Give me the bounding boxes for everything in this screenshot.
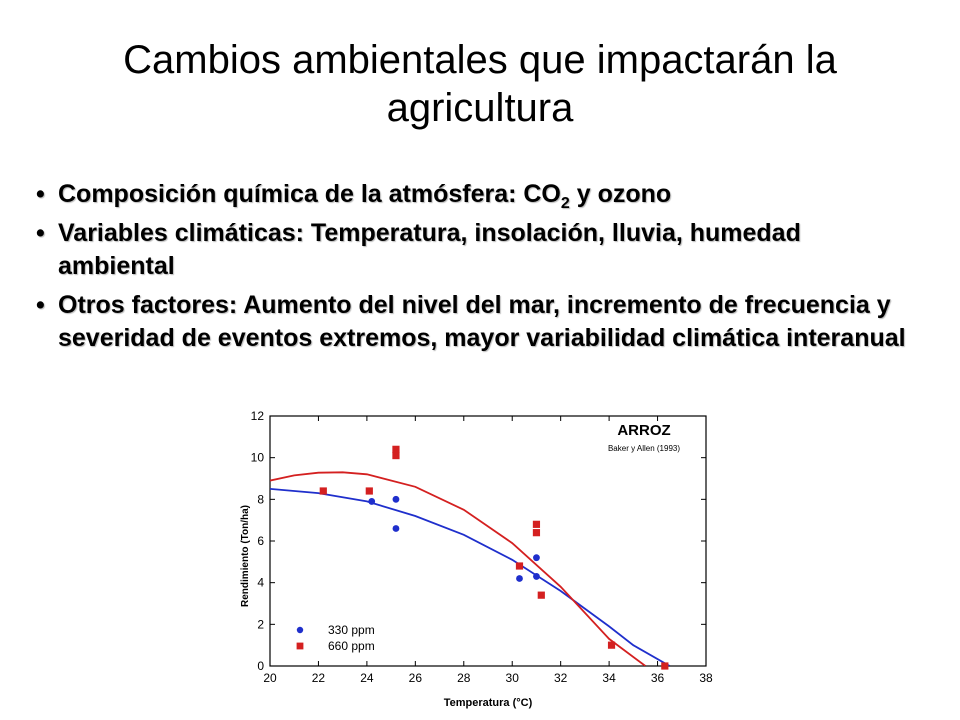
data-point-660ppm <box>537 591 545 599</box>
rice-yield-chart: 20 22 24 26 28 30 32 34 36 38 0 2 4 6 8 10 12 330 ppm 660… <box>228 404 714 714</box>
bullet-list: • Composición química de la atmósfera: C… <box>36 178 916 361</box>
bullet-text: Otros factores: Aumento del nivel del ma… <box>58 291 906 352</box>
x-tick-label: 34 <box>602 671 616 685</box>
bullet-text-tail: y ozono <box>569 180 672 208</box>
legend-label: 660 ppm <box>328 639 375 653</box>
bullet-text: Composición química de la atmósfera: CO <box>58 180 561 208</box>
x-tick-label: 38 <box>699 671 713 685</box>
fit-curve-1 <box>270 471 646 666</box>
y-axis-label: Rendimiento (Ton/ha) <box>240 505 251 607</box>
bullet-item-climate-variables: • Variables climáticas: Temperatura, ins… <box>36 217 916 283</box>
data-point-330ppm <box>533 573 540 580</box>
bullet-text: Variables climáticas: Temperatura, insol… <box>58 219 801 280</box>
data-point-660ppm <box>607 641 616 649</box>
data-point-660ppm <box>532 529 541 537</box>
x-tick-label: 32 <box>554 671 568 685</box>
y-tick-label: 12 <box>251 409 265 423</box>
y-tick-label: 4 <box>257 576 264 590</box>
y-tick-label: 6 <box>257 534 264 548</box>
data-point-330ppm <box>533 554 540 562</box>
x-tick-label: 24 <box>360 671 374 685</box>
x-tick-label: 30 <box>506 671 520 685</box>
legend-marker-330ppm <box>296 626 304 634</box>
y-tick-label: 2 <box>257 617 264 631</box>
y-tick-label: 0 <box>257 659 264 673</box>
legend-label: 330 ppm <box>328 623 375 637</box>
slide-title: Cambios ambientales que impactarán la ag… <box>123 38 837 130</box>
x-tick-label: 28 <box>457 671 471 685</box>
data-point-330ppm <box>516 575 523 582</box>
data-point-660ppm <box>515 562 524 570</box>
bullet-item-other-factors: • Otros factores: Aumento del nivel del … <box>36 289 916 355</box>
x-tick-label: 26 <box>409 671 423 685</box>
data-point-660ppm <box>532 520 541 528</box>
data-point-660ppm <box>365 487 373 495</box>
data-point-660ppm <box>392 451 400 460</box>
subscript: 2 <box>560 195 570 212</box>
data-point-330ppm <box>368 498 376 505</box>
data-point-660ppm <box>392 445 400 453</box>
bullet-dot: • <box>36 180 45 208</box>
bullet-dot: • <box>36 291 45 319</box>
x-axis-label: Temperatura (°C) <box>444 697 533 709</box>
data-point-660ppm <box>661 662 669 670</box>
y-tick-label: 8 <box>257 492 264 506</box>
legend-marker-660ppm <box>296 642 304 650</box>
x-tick-label: 20 <box>263 671 277 685</box>
chart-title: ARROZ <box>617 422 670 439</box>
fit-curve-0 <box>270 488 671 666</box>
data-point-330ppm <box>392 495 400 503</box>
y-tick-label: 10 <box>251 451 265 465</box>
data-point-330ppm <box>392 525 400 532</box>
bullet-dot: • <box>36 219 45 247</box>
chart-background <box>228 404 714 714</box>
data-point-660ppm <box>319 487 327 495</box>
chart-subtitle: Baker y Allen (1993) <box>608 444 680 453</box>
bullet-item-composition: • Composición química de la atmósfera: C… <box>36 178 916 212</box>
x-tick-label: 22 <box>312 671 326 685</box>
x-tick-label: 36 <box>651 671 665 685</box>
